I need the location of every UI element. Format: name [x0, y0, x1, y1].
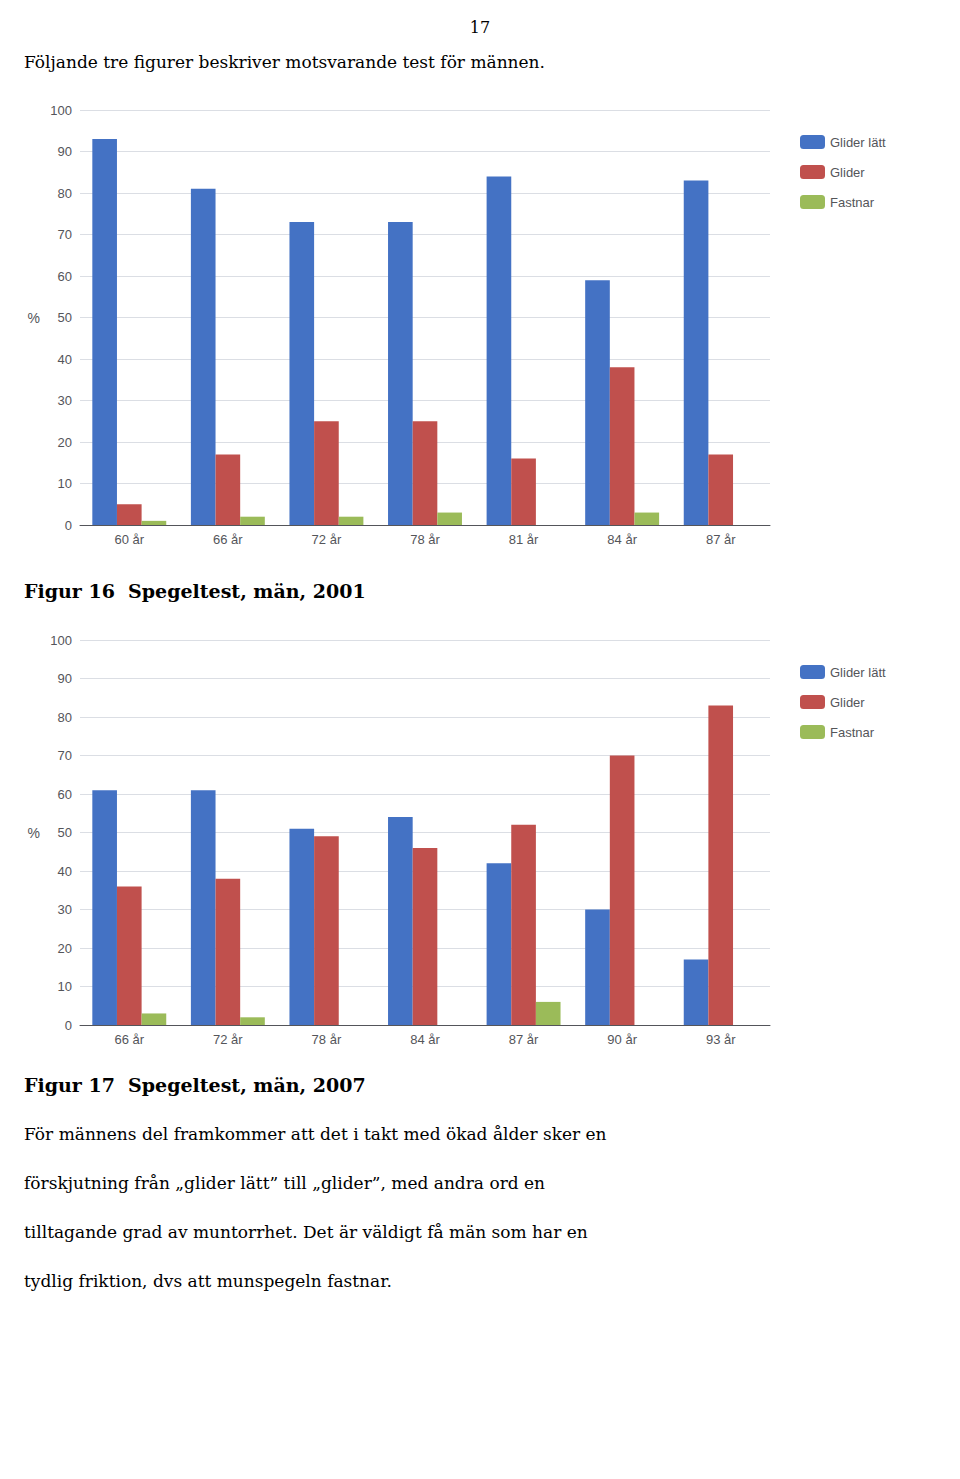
svg-text:Figur 17 Spegeltest, män, 200: Figur 17 Spegeltest, män, 2007	[24, 1074, 366, 1096]
svg-text:20: 20	[58, 941, 72, 956]
svg-text:40: 40	[58, 352, 72, 367]
svg-text:72 år: 72 år	[312, 532, 342, 547]
svg-text:0: 0	[65, 518, 72, 533]
svg-text:78 år: 78 år	[312, 1032, 342, 1047]
svg-text:Glider: Glider	[830, 695, 865, 710]
svg-text:60: 60	[58, 787, 72, 802]
svg-text:87 år: 87 år	[706, 532, 736, 547]
svg-text:17: 17	[470, 18, 490, 37]
svg-text:Glider lätt: Glider lätt	[830, 135, 886, 150]
svg-text:Glider: Glider	[830, 165, 865, 180]
svg-text:87 år: 87 år	[509, 1032, 539, 1047]
svg-text:Glider lätt: Glider lätt	[830, 665, 886, 680]
svg-text:80: 80	[58, 186, 72, 201]
svg-text:90 år: 90 år	[607, 1032, 637, 1047]
svg-text:0: 0	[65, 1018, 72, 1033]
svg-text:100: 100	[50, 633, 72, 648]
svg-text:10: 10	[58, 476, 72, 491]
svg-text:72 år: 72 år	[213, 1032, 243, 1047]
svg-text:30: 30	[58, 393, 72, 408]
svg-text:förskjutning från „glider lätt: förskjutning från „glider lätt” till „gl…	[24, 1173, 545, 1193]
svg-text:Följande tre figurer beskriver: Följande tre figurer beskriver motsvaran…	[24, 52, 545, 72]
svg-text:%: %	[28, 310, 40, 326]
svg-text:50: 50	[58, 825, 72, 840]
svg-text:Fastnar: Fastnar	[830, 725, 875, 740]
svg-text:78 år: 78 år	[410, 532, 440, 547]
svg-text:40: 40	[58, 864, 72, 879]
svg-text:10: 10	[58, 979, 72, 994]
svg-text:tydlig friktion, dvs att munsp: tydlig friktion, dvs att munspegeln fast…	[24, 1271, 392, 1291]
svg-text:30: 30	[58, 902, 72, 917]
svg-text:20: 20	[58, 435, 72, 450]
svg-text:81 år: 81 år	[509, 532, 539, 547]
svg-text:90: 90	[58, 671, 72, 686]
svg-text:66 år: 66 år	[213, 532, 243, 547]
svg-text:80: 80	[58, 710, 72, 725]
svg-text:93 år: 93 år	[706, 1032, 736, 1047]
svg-text:84 år: 84 år	[607, 532, 637, 547]
svg-text:70: 70	[58, 748, 72, 763]
svg-text:66 år: 66 år	[114, 1032, 144, 1047]
svg-text:100: 100	[50, 103, 72, 118]
svg-text:För männens del framkommer att: För männens del framkommer att det i tak…	[24, 1124, 607, 1144]
svg-text:Figur 16 Spegeltest, män, 200: Figur 16 Spegeltest, män, 2001	[24, 580, 366, 602]
svg-text:84 år: 84 år	[410, 1032, 440, 1047]
svg-text:50: 50	[58, 310, 72, 325]
svg-text:tilltagande grad av muntorrhet: tilltagande grad av muntorrhet. Det är v…	[24, 1222, 588, 1242]
svg-text:60 år: 60 år	[114, 532, 144, 547]
svg-text:60: 60	[58, 269, 72, 284]
svg-text:%: %	[28, 825, 40, 841]
svg-text:Fastnar: Fastnar	[830, 195, 875, 210]
svg-text:70: 70	[58, 227, 72, 242]
svg-text:90: 90	[58, 144, 72, 159]
